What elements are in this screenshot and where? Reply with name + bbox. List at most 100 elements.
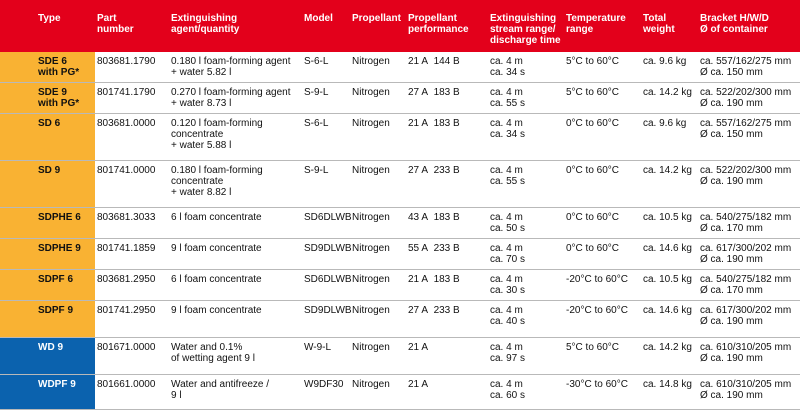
agent-line: 6 l foam concentrate [171, 274, 262, 285]
header-weight: Total weight [641, 0, 698, 52]
agent-line: of wetting agent 9 l [171, 353, 255, 364]
model-cell: S-9-L [304, 87, 329, 98]
range-line: ca. 60 s [490, 390, 526, 401]
header-line: Bracket H/W/D [700, 13, 769, 24]
agent-line: + water 5.82 l [171, 67, 232, 78]
type-line: SDE 6 [38, 56, 67, 67]
performance-a: 55 A [408, 243, 429, 254]
model-cell: SD9DLWB [304, 243, 352, 254]
header-line: performance [408, 24, 469, 35]
bracket-cell: ca. 522/202/300 mm Ø ca. 190 mm [698, 161, 800, 207]
performance-a: 21 A [408, 342, 429, 353]
model-cell: S-6-L [304, 56, 329, 67]
range-line: ca. 34 s [490, 67, 526, 78]
performance-cell: 21 A 183 B [406, 270, 488, 300]
model-cell: SD6DLWB [304, 274, 352, 285]
propellant-cell: Nitrogen [352, 118, 390, 129]
type-cell: SDPF 9 [0, 301, 95, 337]
table-row: WD 9 801671.0000 Water and 0.1% of wetting … [0, 338, 800, 375]
temperature-cell: 0°C to 60°C [566, 118, 620, 129]
temperature-cell: 5°C to 60°C [566, 87, 620, 98]
type-line: SD 9 [38, 165, 61, 176]
performance-cell: 21 A 183 B [406, 114, 488, 160]
performance-b: 233 B [433, 305, 460, 316]
performance-b: 183 B [433, 118, 460, 129]
agent-line: 9 l foam concentrate [171, 243, 262, 254]
type-cell: SDPHE 9 [0, 239, 95, 269]
bracket-line: Ø ca. 190 mm [700, 176, 763, 187]
agent-line: 0.270 l foam-forming agent [171, 87, 291, 98]
header-line: Propellant [408, 13, 457, 24]
range-line: ca. 34 s [490, 129, 526, 140]
header-line: agent/quantity [171, 24, 240, 35]
bracket-line: Ø ca. 190 mm [700, 353, 763, 364]
bracket-line: Ø ca. 190 mm [700, 254, 763, 265]
agent-cell: Water and 0.1% of wetting agent 9 l [169, 338, 302, 374]
performance-cell: 21 A [406, 338, 488, 374]
agent-line: concentrate [171, 176, 224, 187]
agent-line: 6 l foam concentrate [171, 212, 262, 223]
agent-line: 0.180 l foam-forming agent [171, 56, 291, 67]
part-number-cell: 803681.1790 [97, 56, 156, 67]
range-line: ca. 4 m [490, 243, 523, 254]
propellant-cell: Nitrogen [352, 379, 390, 390]
range-line: ca. 4 m [490, 274, 523, 285]
header-line: Ø of container [700, 24, 768, 35]
stream-range-cell: ca. 4 m ca. 34 s [488, 52, 564, 82]
bracket-cell: ca. 610/310/205 mm Ø ca. 190 mm [698, 338, 800, 374]
performance-cell: 21 A [406, 375, 488, 409]
type-cell: WD 9 [0, 338, 95, 374]
range-line: ca. 4 m [490, 212, 523, 223]
header-type: Type [0, 0, 95, 52]
header-line: Extinguishing [490, 13, 557, 24]
header-line: weight [643, 24, 675, 35]
type-cell: WDPF 9 [0, 375, 95, 409]
model-cell: SD6DLWB [304, 212, 352, 223]
performance-cell: 55 A 233 B [406, 239, 488, 269]
bracket-line: ca. 617/300/202 mm [700, 243, 792, 254]
part-number-cell: 801741.1790 [97, 87, 156, 98]
header-line: Propellant [352, 13, 401, 24]
bracket-line: ca. 610/310/205 mm [700, 342, 792, 353]
propellant-cell: Nitrogen [352, 56, 390, 67]
propellant-cell: Nitrogen [352, 305, 390, 316]
agent-cell: 6 l foam concentrate [169, 270, 302, 300]
type-line: SDPHE 9 [38, 243, 81, 254]
bracket-line: ca. 557/162/275 mm [700, 56, 792, 67]
performance-a: 21 A [408, 379, 429, 390]
model-cell: W9DF30 [304, 379, 344, 390]
performance-a: 27 A [408, 305, 429, 316]
agent-line: 9 l foam concentrate [171, 305, 262, 316]
header-model: Model [302, 0, 350, 52]
range-line: ca. 40 s [490, 316, 526, 327]
agent-cell: 0.270 l foam-forming agent + water 8.73 l [169, 83, 302, 113]
table-row: SDE 9 with PG* 801741.1790 0.270 l foam-for… [0, 83, 800, 114]
performance-a: 21 A [408, 56, 429, 67]
part-number-cell: 801741.2950 [97, 305, 156, 316]
bracket-line: Ø ca. 150 mm [700, 129, 763, 140]
type-line: SDE 9 [38, 87, 67, 98]
temperature-cell: -20°C to 60°C [566, 274, 628, 285]
type-line: with PG* [38, 98, 80, 109]
range-line: ca. 4 m [490, 87, 523, 98]
performance-cell: 27 A 183 B [406, 83, 488, 113]
stream-range-cell: ca. 4 m ca. 97 s [488, 338, 564, 374]
weight-cell: ca. 14.2 kg [643, 165, 692, 176]
header-line: Temperature [566, 13, 626, 24]
type-line: SDPHE 6 [38, 212, 81, 223]
bracket-line: Ø ca. 150 mm [700, 67, 763, 78]
weight-cell: ca. 14.2 kg [643, 87, 692, 98]
agent-line: 0.120 l foam-forming [171, 118, 263, 129]
propellant-cell: Nitrogen [352, 87, 390, 98]
bracket-line: ca. 540/275/182 mm [700, 274, 792, 285]
weight-cell: ca. 9.6 kg [643, 118, 687, 129]
type-line: SD 6 [38, 118, 61, 129]
bracket-line: ca. 522/202/300 mm [700, 87, 792, 98]
bracket-line: Ø ca. 190 mm [700, 390, 763, 401]
part-number-cell: 801741.1859 [97, 243, 156, 254]
header-line: Part [97, 13, 117, 24]
propellant-cell: Nitrogen [352, 212, 390, 223]
performance-a: 27 A [408, 165, 429, 176]
performance-b: 183 B [433, 212, 460, 223]
performance-b: 183 B [433, 274, 460, 285]
